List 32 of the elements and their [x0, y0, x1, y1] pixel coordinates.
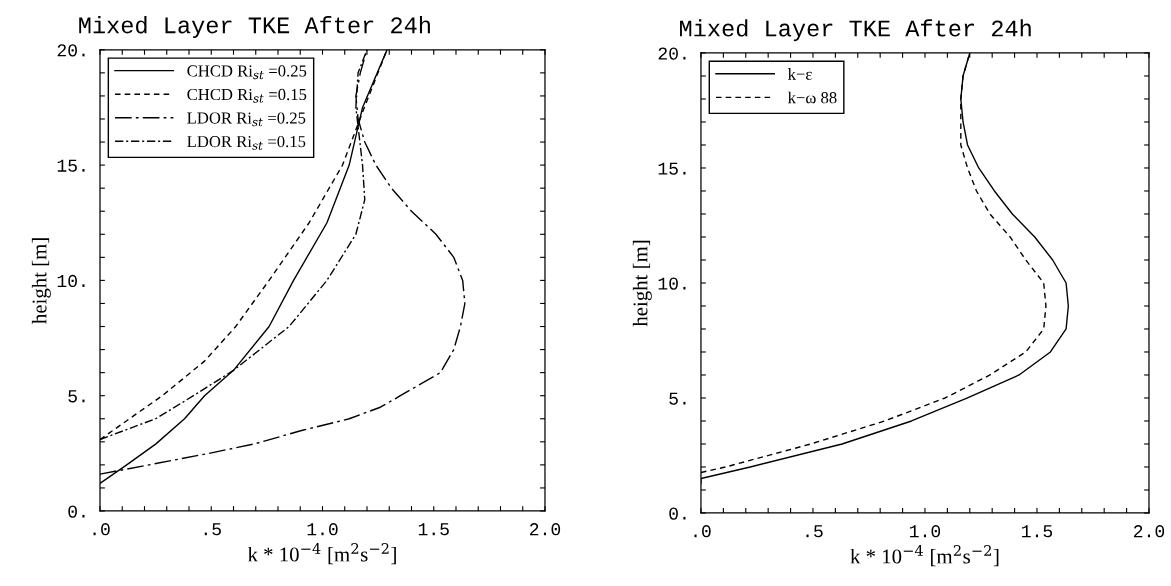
- x-tick-label: .0: [694, 525, 711, 538]
- y-tick-label: 20.: [57, 44, 85, 57]
- x-axis-title: k * 10$^{−4}$ [m$^{2}$s$^{−2}$]: [247, 542, 396, 565]
- y-tick-label: 20.: [658, 47, 686, 60]
- y-tick-label: 0.: [669, 507, 686, 520]
- x-tick-label: 1.0: [307, 523, 338, 536]
- x-tick-label: 1.0: [910, 525, 941, 538]
- x-tick-label: 2.0: [1134, 525, 1165, 538]
- x-tick-label: 1.5: [418, 523, 449, 536]
- legend-label: k−ω 88: [787, 91, 837, 104]
- x-tick-label: 1.5: [1022, 525, 1053, 538]
- y-axis-title: height [m]: [31, 238, 51, 324]
- x-tick-label: .5: [806, 525, 823, 538]
- y-tick-label: 15.: [57, 159, 85, 172]
- chart-title: Mixed Layer TKE After 24h: [680, 19, 1031, 42]
- x-tick-label: .5: [204, 523, 221, 536]
- y-tick-label: 5.: [669, 392, 686, 405]
- y-tick-label: 10.: [57, 274, 85, 288]
- x-axis-title: k * 10$^{−4}$ [m$^{2}$s$^{−2}$]: [850, 544, 999, 567]
- y-tick-label: 10.: [658, 277, 686, 290]
- y-tick-label: 5.: [68, 390, 85, 403]
- legend-label: LDOR Ri$_{st}$ =0.25: [187, 112, 306, 127]
- y-axis-title: height [m]: [632, 240, 652, 327]
- legend-label: k−ε: [787, 68, 812, 80]
- x-tick-label: .0: [93, 523, 110, 536]
- y-tick-label: 15.: [658, 162, 686, 175]
- legend-label: CHCD Ri$_{st}$ =0.25: [187, 65, 307, 80]
- legend-label: CHCD Ri$_{st}$ =0.15: [187, 88, 307, 103]
- x-tick-label: 2.0: [530, 523, 561, 536]
- y-tick-label: 0.: [68, 505, 85, 518]
- chart-title: Mixed Layer TKE After 24h: [79, 16, 430, 39]
- legend-label: LDOR Ri$_{st}$ =0.15: [187, 135, 306, 150]
